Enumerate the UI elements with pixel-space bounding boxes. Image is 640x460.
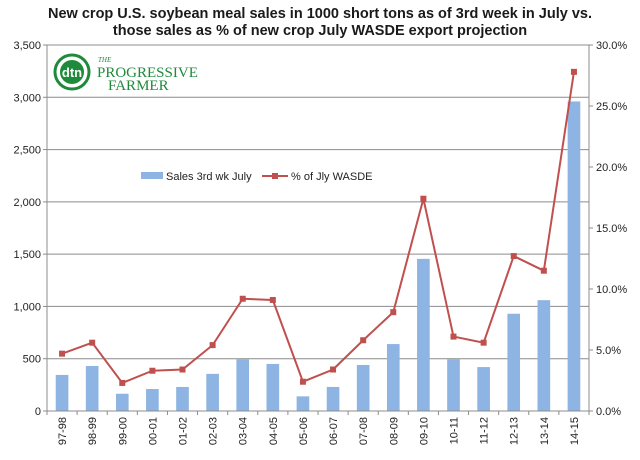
percent-marker-04-05 (269, 296, 276, 303)
left-axis-tick-label: 0 (35, 406, 41, 418)
x-axis-label: 02-03 (208, 417, 220, 445)
percent-marker-99-00 (119, 379, 126, 386)
right-axis-labels: 0.0% 5.0% 10.0% 15.0% 20.0% 25.0% 30.0% (596, 40, 627, 418)
percent-marker-01-02 (179, 366, 186, 373)
x-axis-label: 07-08 (358, 417, 370, 445)
legend-bar-swatch (141, 172, 163, 179)
bar-10-11 (447, 359, 460, 411)
bar-09-10 (417, 258, 430, 411)
left-axis-tick-label: 3,000 (13, 92, 41, 104)
logo-dtn-text: dtn (62, 65, 82, 80)
bar-98-99 (85, 366, 99, 411)
right-axis-tick-label: 10.0% (596, 284, 627, 296)
percent-marker-10-11 (450, 333, 457, 340)
x-axis-label: 08-09 (388, 417, 400, 445)
x-axis-label: 04-05 (268, 417, 280, 445)
bar-08-09 (386, 344, 400, 411)
bar-04-05 (266, 363, 280, 411)
bar-05-06 (296, 396, 310, 411)
gridlines (47, 44, 589, 360)
percent-marker-03-04 (239, 295, 246, 302)
x-axis-label: 05-06 (298, 417, 310, 445)
bar-12-13 (507, 313, 521, 411)
logo-name-line-1: PROGRESSIVE (97, 65, 198, 81)
percent-marker-09-10 (420, 195, 427, 202)
percent-marker-00-01 (149, 367, 156, 374)
logo-the-text: THE (98, 56, 112, 64)
right-axis-tick-label: 25.0% (596, 101, 627, 113)
x-axis-label: 01-02 (178, 417, 190, 445)
chart-title-line-1: New crop U.S. soybean meal sales in 1000… (48, 6, 592, 22)
left-axis-tick-label: 1,000 (13, 301, 41, 313)
axes (43, 44, 593, 415)
chart-title-line-2: those sales as % of new crop July WASDE … (113, 23, 527, 39)
percent-marker-11-12 (480, 339, 487, 346)
x-axis-label: 09-10 (418, 417, 430, 445)
right-axis-tick-label: 5.0% (596, 345, 621, 357)
percent-line (61, 71, 575, 385)
bar-13-14 (537, 300, 551, 411)
percent-marker-13-14 (540, 267, 547, 274)
bar-01-02 (176, 386, 189, 411)
right-axis-tick-label: 0.0% (596, 406, 621, 418)
bar-99-00 (115, 393, 129, 411)
percent-marker-02-03 (209, 342, 216, 349)
x-axis-label: 06-07 (328, 417, 340, 445)
right-axis-tick-label: 15.0% (596, 223, 627, 235)
bar-series (55, 101, 581, 412)
x-axis-label: 99-00 (117, 417, 129, 445)
bar-03-04 (236, 359, 250, 411)
left-axis-tick-label: 2,500 (13, 145, 41, 157)
bar-00-01 (146, 389, 159, 411)
logo-name-line-2: FARMER (108, 78, 169, 94)
bar-97-98 (55, 374, 69, 411)
percent-marker-12-13 (510, 253, 517, 260)
x-axis-label: 00-01 (147, 417, 159, 445)
x-axis-label: 98-99 (87, 417, 99, 445)
x-axis-label: 14-15 (569, 417, 581, 445)
percent-marker-14-15 (570, 68, 577, 75)
percent-marker-05-06 (299, 378, 306, 385)
x-axis-labels: 97-98 98-99 99-00 00-01 01-02 02-03 03-04 04-05… (57, 417, 581, 445)
bar-11-12 (477, 367, 490, 411)
legend-label-percent: % of Jly WASDE (291, 171, 373, 183)
percent-marker-07-08 (360, 337, 367, 344)
x-axis-label: 03-04 (238, 417, 250, 445)
percent-marker-08-09 (390, 309, 397, 316)
percent-marker-06-07 (330, 366, 337, 373)
legend-label-sales: Sales 3rd wk July (166, 171, 252, 183)
bar-14-15 (567, 101, 581, 412)
legend: Sales 3rd wk July % of Jly WASDE (141, 171, 373, 183)
x-axis-label: 11-12 (479, 417, 491, 444)
left-axis-labels: 0 500 1,000 1,500 2,000 2,500 3,000 3,500 (13, 40, 41, 418)
legend-marker-swatch (272, 173, 278, 179)
right-axis-tick-label: 20.0% (596, 162, 627, 174)
x-axis-label: 10-11 (449, 417, 461, 444)
bar-07-08 (356, 364, 370, 411)
x-axis-label: 97-98 (57, 417, 69, 445)
left-axis-tick-label: 2,000 (13, 197, 41, 209)
logo-circle-icon (60, 60, 84, 84)
dtn-progressive-farmer-logo: dtn THE PROGRESSIVE FARMER (48, 50, 198, 94)
bar-02-03 (206, 373, 219, 411)
percent-marker-97-98 (59, 350, 66, 357)
left-axis-tick-label: 3,500 (13, 40, 41, 52)
left-axis-tick-label: 500 (23, 354, 41, 366)
percent-marker-98-99 (89, 339, 96, 346)
right-axis-tick-label: 30.0% (596, 40, 627, 52)
x-axis-label: 13-14 (539, 417, 551, 445)
x-axis-label: 12-13 (509, 417, 521, 445)
line-series (59, 68, 577, 386)
left-axis-tick-label: 1,500 (13, 249, 41, 261)
bar-06-07 (326, 386, 340, 411)
